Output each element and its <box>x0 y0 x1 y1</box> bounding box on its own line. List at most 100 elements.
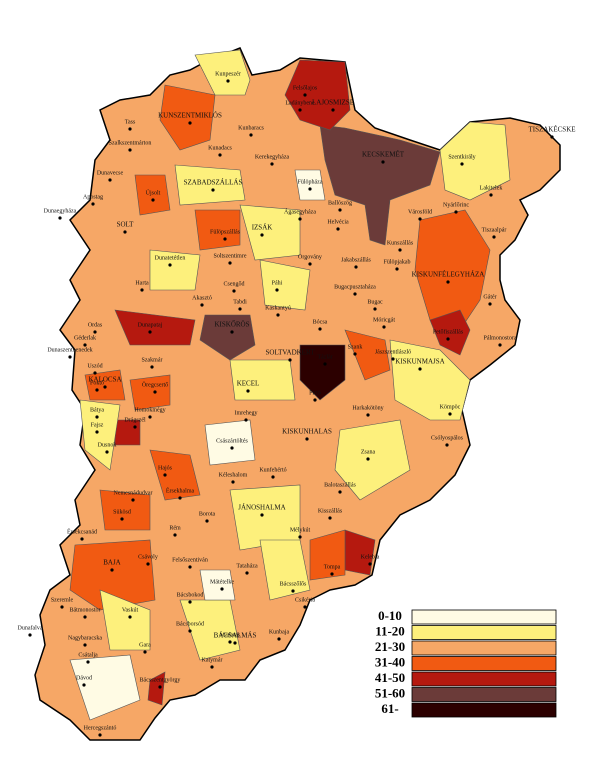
town-label: Kisszállás <box>318 508 343 514</box>
town-dot <box>83 615 87 619</box>
town-dot <box>95 430 99 434</box>
town-label: TISZAKÉCSKE <box>528 126 575 134</box>
town-label: Ballószög <box>328 200 352 206</box>
town-label: Borota <box>199 511 216 517</box>
town-dot <box>308 262 312 266</box>
town-dot <box>82 683 86 687</box>
town-dot <box>353 292 357 296</box>
town-label: Helvécia <box>327 219 349 225</box>
town-dot <box>331 108 335 112</box>
town-dot <box>298 535 302 539</box>
town-label: Városföld <box>408 208 432 215</box>
town-dot <box>336 227 340 231</box>
town-label: KECSKEMÉT <box>362 151 405 159</box>
town-dot <box>140 288 144 292</box>
town-label: SZABADSZÁLLÁS <box>184 179 243 187</box>
town-dot <box>398 248 402 252</box>
legend-label: 21-30 <box>375 639 405 654</box>
district <box>389 339 471 421</box>
town-label: Vaskút <box>122 607 139 613</box>
town-label: Móricgát <box>373 317 395 323</box>
town-label: Mélykút <box>290 527 311 533</box>
town-dot <box>148 415 152 419</box>
town-label: Páhi <box>272 280 283 286</box>
town-dot <box>275 288 279 292</box>
town-dot <box>211 188 215 192</box>
town-dot <box>143 650 147 654</box>
town-dot <box>188 565 192 569</box>
district <box>79 399 121 471</box>
town-label: Jászszentlászló <box>375 349 411 355</box>
town-label: Dunavecse <box>97 170 124 176</box>
town-label: Érsekhalma <box>166 486 195 494</box>
town-label: Tass <box>125 119 136 125</box>
town-dot <box>244 418 248 422</box>
town-label: KECEL <box>237 380 260 388</box>
district <box>194 209 241 251</box>
town-label: KALOCSA <box>88 376 121 384</box>
town-dot <box>328 516 332 520</box>
town-label: Bátya <box>90 407 104 413</box>
town-label: Kaskantyú <box>265 305 291 311</box>
town-dot <box>498 343 502 347</box>
district <box>334 419 411 501</box>
town-dot <box>128 148 132 152</box>
town-dot <box>108 178 112 182</box>
town-label: Bácsszentgyörgy <box>140 677 181 683</box>
town-label: Uszód <box>87 363 102 369</box>
town-label: LAJOSMIZSE <box>312 99 354 107</box>
town-dot <box>418 217 422 221</box>
legend-label: 41-50 <box>375 670 405 685</box>
town-dot <box>338 208 342 212</box>
district <box>259 259 311 311</box>
town-dot <box>133 425 137 429</box>
district <box>344 329 391 381</box>
town-dot <box>382 325 386 329</box>
district <box>114 419 141 446</box>
town-dot <box>123 230 127 234</box>
legend-swatch <box>411 609 557 625</box>
town-dot <box>228 261 232 265</box>
town-label: Ágasegyháza <box>284 207 316 215</box>
town-dot <box>128 127 132 131</box>
district <box>199 569 236 601</box>
town-dot <box>231 480 235 484</box>
town-label: SOLTVADKERT <box>266 349 316 357</box>
town-dot <box>260 233 264 237</box>
town-label: Kunadacs <box>208 145 232 151</box>
district <box>429 309 471 356</box>
town-label: Kunfehértó <box>259 466 286 473</box>
town-label: Kunszállás <box>387 240 414 246</box>
town-label: Fülöpháza <box>298 179 323 185</box>
town-label: KISKŐRÖS <box>214 321 249 329</box>
town-dot <box>330 572 334 576</box>
town-dot <box>366 413 370 417</box>
town-label: KISKUNMAJSA <box>395 358 444 366</box>
town-label: Soltszentimre <box>214 253 247 259</box>
district <box>99 589 151 651</box>
town-dot <box>153 390 157 394</box>
district <box>149 249 201 291</box>
town-dot <box>128 615 132 619</box>
town-label: BÁCSALMÁS <box>214 632 257 640</box>
town-dot <box>303 93 307 97</box>
town-label: Drágszél <box>124 417 146 423</box>
legend-swatch <box>411 671 557 687</box>
town-label: Csikéria <box>295 597 315 603</box>
town-dot <box>163 473 167 477</box>
town-dot <box>103 385 107 389</box>
district <box>69 654 141 721</box>
town-dot <box>318 327 322 331</box>
town-dot <box>83 643 87 647</box>
town-dot <box>188 629 192 633</box>
town-label: Felsőszentiván <box>172 557 208 563</box>
district <box>239 204 301 261</box>
town-label: Dunafalva <box>18 624 43 631</box>
town-dot <box>489 193 493 197</box>
town-dot <box>146 562 150 566</box>
towns: KUNSZENTMIKLÓS Kunpeszér Felsőlajos Ladányb… <box>18 71 576 737</box>
town-label: Fajsz <box>91 422 104 428</box>
town-dot <box>381 160 385 164</box>
town-dot <box>131 498 135 502</box>
town-dot <box>58 216 62 220</box>
